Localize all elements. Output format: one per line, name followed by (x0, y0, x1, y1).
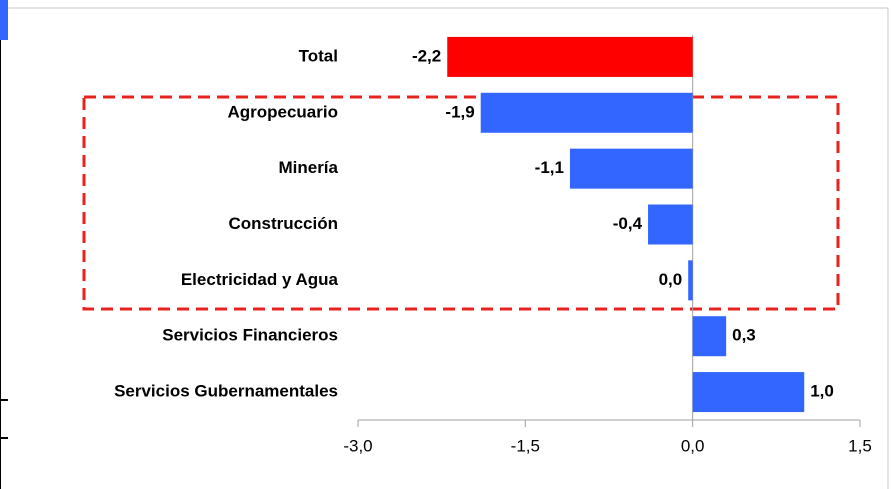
category-label: Servicios Financieros (162, 326, 338, 345)
bar (480, 92, 693, 133)
x-tick-label: 1,5 (848, 436, 872, 455)
value-label: -1,1 (535, 158, 564, 177)
x-tick-label: -1,5 (511, 436, 540, 455)
category-label: Minería (278, 158, 338, 177)
value-label: 1,0 (810, 382, 834, 401)
category-label: Total (299, 46, 338, 65)
value-label: -2,2 (412, 46, 441, 65)
category-label: Agropecuario (227, 102, 338, 121)
bar (692, 372, 805, 413)
highlight-box (82, 95, 840, 311)
category-label: Electricidad y Agua (181, 270, 339, 289)
category-label: Servicios Gubernamentales (114, 382, 338, 401)
x-tick-label: -3,0 (343, 436, 372, 455)
x-tick-label: 0,0 (681, 436, 705, 455)
category-label: Construcción (228, 214, 338, 233)
bar (688, 260, 693, 301)
value-label: 0,3 (732, 326, 756, 345)
value-label: -1,9 (445, 102, 474, 121)
bar (648, 204, 693, 245)
bar (692, 316, 727, 357)
value-label: -0,4 (613, 214, 643, 233)
bar (447, 36, 693, 77)
bar (569, 148, 693, 189)
value-label: 0,0 (659, 270, 683, 289)
edge-artifact (0, 0, 8, 40)
